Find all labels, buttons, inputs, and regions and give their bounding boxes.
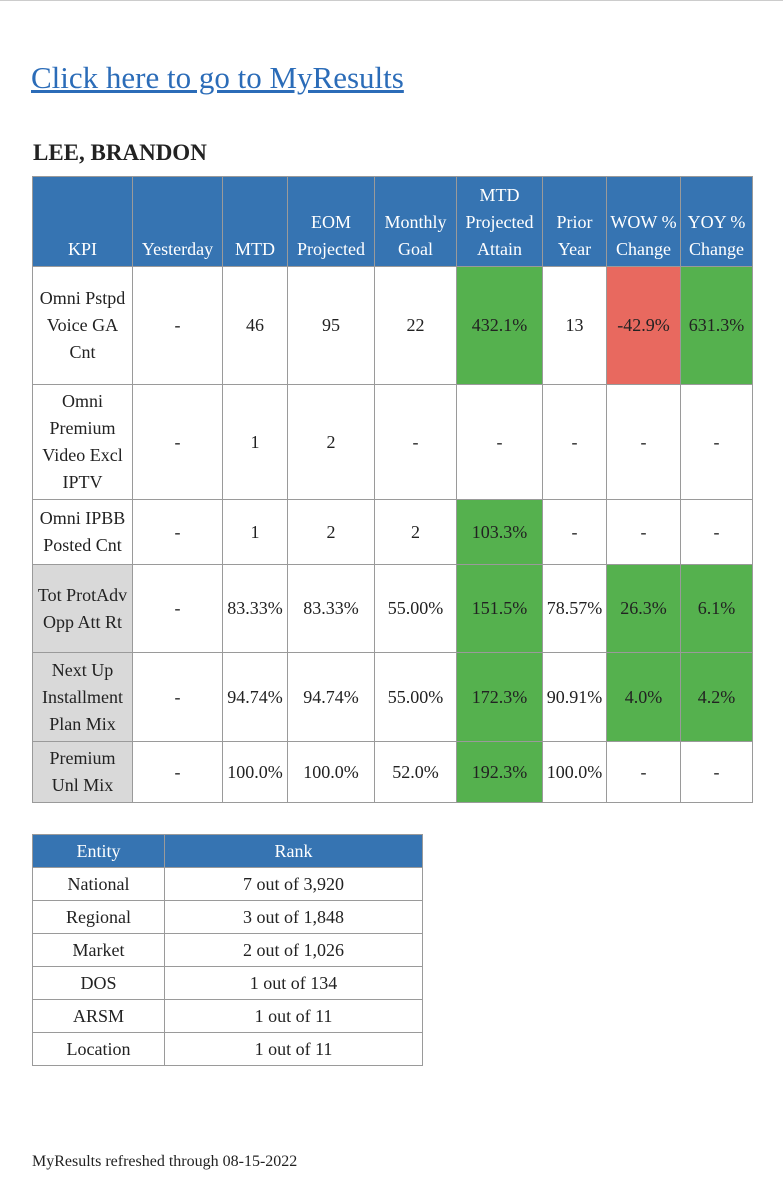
table-cell: 94.74% <box>222 652 288 742</box>
table-cell: - <box>542 384 607 500</box>
table-cell: 13 <box>542 266 607 385</box>
table-cell: - <box>606 741 681 803</box>
table-row: DOS 1 out of 134 <box>32 966 423 1000</box>
table-cell: - <box>132 564 223 653</box>
table-cell: 103.3% <box>456 499 543 565</box>
table-cell: 78.57% <box>542 564 607 653</box>
table-cell: Omni Pstpd Voice GA Cnt <box>32 266 133 385</box>
table-cell: Tot ProtAdv Opp Att Rt <box>32 564 133 653</box>
table-cell: 52.0% <box>374 741 457 803</box>
table-cell: 1 out of 11 <box>164 1032 423 1066</box>
table-cell: DOS <box>32 966 165 1000</box>
table-cell: -42.9% <box>606 266 681 385</box>
table-cell: 172.3% <box>456 652 543 742</box>
table-cell: - <box>606 384 681 500</box>
table-cell: 55.00% <box>374 652 457 742</box>
header-cell: Monthly Goal <box>374 176 457 267</box>
table-cell: 192.3% <box>456 741 543 803</box>
table-cell: 3 out of 1,848 <box>164 900 423 934</box>
header-cell: Rank <box>164 834 423 868</box>
table-cell: 6.1% <box>680 564 753 653</box>
table-cell: 1 out of 11 <box>164 999 423 1033</box>
table-cell: Premium Unl Mix <box>32 741 133 803</box>
kpi-table: KPI Yesterday MTD EOM Projected Monthly Goal… <box>32 176 753 803</box>
table-row: Tot ProtAdv Opp Att Rt -83.33% 83.33% 55.00… <box>32 564 753 653</box>
table-cell: 1 <box>222 384 288 500</box>
table-row: National 7 out of 3,920 <box>32 867 423 901</box>
table-row: ARSM 1 out of 11 <box>32 999 423 1033</box>
table-cell: 46 <box>222 266 288 385</box>
table-cell: - <box>132 384 223 500</box>
header-cell: EOM Projected <box>287 176 375 267</box>
table-cell: - <box>680 499 753 565</box>
table-cell: Omni IPBB Posted Cnt <box>32 499 133 565</box>
rank-table: Entity Rank National 7 out of 3,920 Regional… <box>32 834 423 1066</box>
table-row: Omni Premium Video Excl IPTV -1 2- - - - - <box>32 384 753 500</box>
table-cell: Regional <box>32 900 165 934</box>
table-cell: - <box>132 741 223 803</box>
table-cell: Omni Premium Video Excl IPTV <box>32 384 133 500</box>
table-row: Market 2 out of 1,026 <box>32 933 423 967</box>
table-row: Omni Pstpd Voice GA Cnt -46 95 22 432.1% 13 -4… <box>32 266 753 385</box>
table-cell: Location <box>32 1032 165 1066</box>
table-cell: - <box>374 384 457 500</box>
header-cell: Entity <box>32 834 165 868</box>
table-cell: 95 <box>287 266 375 385</box>
table-cell: 94.74% <box>287 652 375 742</box>
table-cell: 22 <box>374 266 457 385</box>
table-cell: 432.1% <box>456 266 543 385</box>
table-cell: 100.0% <box>287 741 375 803</box>
table-cell: 631.3% <box>680 266 753 385</box>
header-cell: KPI <box>32 176 133 267</box>
table-row: Omni IPBB Posted Cnt -1 2 2 103.3% - - - <box>32 499 753 565</box>
table-cell: National <box>32 867 165 901</box>
table-cell: - <box>132 499 223 565</box>
table-cell: 100.0% <box>222 741 288 803</box>
table-cell: 2 out of 1,026 <box>164 933 423 967</box>
table-row: Next Up Installment Plan Mix -94.74% 94.74… <box>32 652 753 742</box>
table-cell: 100.0% <box>542 741 607 803</box>
table-cell: - <box>132 266 223 385</box>
top-rule <box>0 0 783 1</box>
table-cell: - <box>456 384 543 500</box>
table-cell: - <box>542 499 607 565</box>
table-cell: 151.5% <box>456 564 543 653</box>
table-cell: Market <box>32 933 165 967</box>
table-cell: 1 <box>222 499 288 565</box>
header-cell: YOY % Change <box>680 176 753 267</box>
header-cell: WOW % Change <box>606 176 681 267</box>
header-row: Entity Rank <box>32 834 423 868</box>
table-row: Location 1 out of 11 <box>32 1032 423 1066</box>
header-cell: Prior Year <box>542 176 607 267</box>
myresults-link[interactable]: Click here to go to MyResults <box>31 60 404 95</box>
table-cell: 83.33% <box>287 564 375 653</box>
table-cell: - <box>606 499 681 565</box>
table-cell: 4.2% <box>680 652 753 742</box>
table-cell: 2 <box>374 499 457 565</box>
table-cell: - <box>680 741 753 803</box>
table-cell: ARSM <box>32 999 165 1033</box>
header-cell: MTD Projected Attain <box>456 176 543 267</box>
table-cell: 7 out of 3,920 <box>164 867 423 901</box>
table-row: Regional 3 out of 1,848 <box>32 900 423 934</box>
table-cell: - <box>132 652 223 742</box>
table-cell: 2 <box>287 499 375 565</box>
table-cell: 83.33% <box>222 564 288 653</box>
header-cell: MTD <box>222 176 288 267</box>
table-row: Premium Unl Mix -100.0% 100.0% 52.0% 192.3% 1… <box>32 741 753 803</box>
footer: MyResults refreshed through 08-15-2022 <box>32 1153 298 1170</box>
table-cell: 90.91% <box>542 652 607 742</box>
table-cell: 2 <box>287 384 375 500</box>
table-cell: Next Up Installment Plan Mix <box>32 652 133 742</box>
header-row: KPI Yesterday MTD EOM Projected Monthly Goal… <box>32 176 753 267</box>
table-cell: - <box>680 384 753 500</box>
table-cell: 55.00% <box>374 564 457 653</box>
table-cell: 26.3% <box>606 564 681 653</box>
employee-name: LEE, BRANDON <box>33 140 207 165</box>
table-cell: 1 out of 134 <box>164 966 423 1000</box>
header-cell: Yesterday <box>132 176 223 267</box>
table-cell: 4.0% <box>606 652 681 742</box>
